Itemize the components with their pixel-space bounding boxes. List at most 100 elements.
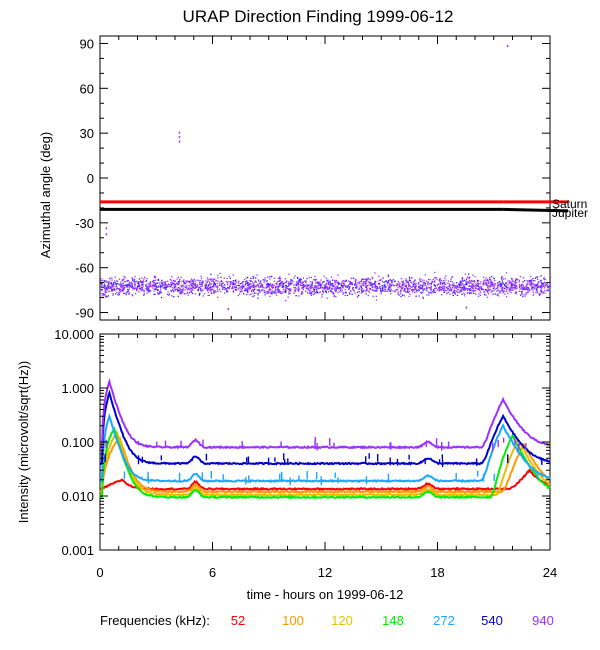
series-spike-272 (316, 472, 318, 479)
azimuth-point (181, 291, 183, 293)
azimuth-point (243, 290, 245, 292)
azimuth-point (419, 279, 421, 281)
azimuth-point (368, 291, 371, 293)
azimuth-point (525, 293, 527, 295)
azimuth-point (248, 284, 250, 286)
azimuth-point (337, 291, 339, 294)
series-spike-540 (389, 457, 391, 466)
azimuth-point (451, 281, 453, 283)
azimuth-point (412, 288, 414, 290)
azimuth-point (412, 281, 415, 283)
azimuth-point (333, 295, 336, 297)
azimuth-point (390, 288, 392, 291)
azimuth-point (138, 291, 140, 293)
azimuth-point (504, 293, 506, 295)
azimuth-point (457, 289, 459, 291)
azimuth-point (398, 282, 400, 284)
azimuth-point (544, 292, 546, 294)
azimuth-point (442, 282, 445, 284)
azimuth-point (402, 282, 404, 284)
azimuth-point (485, 282, 487, 284)
azimuth-point (480, 285, 482, 288)
azimuth-point (289, 290, 291, 292)
azimuth-point (385, 286, 387, 288)
azimuth-point (547, 290, 549, 292)
azimuth-point (295, 284, 297, 287)
azimuth-point (259, 283, 261, 285)
azimuth-point (526, 280, 528, 282)
azimuth-point (171, 276, 173, 278)
azimuth-point (463, 287, 465, 290)
azimuth-point (363, 281, 365, 283)
azimuth-point (520, 292, 523, 294)
azimuth-point (447, 282, 449, 284)
azimuth-point (390, 284, 393, 287)
series-spike-540 (507, 454, 509, 464)
azimuth-point (498, 292, 500, 294)
azimuth-point (501, 278, 503, 280)
azimuth-point (123, 284, 125, 286)
azimuth-point (192, 286, 194, 288)
azimuth-point (200, 287, 202, 289)
azimuth-point (516, 279, 518, 281)
azimuth-point (538, 292, 540, 295)
azimuth-point (302, 292, 304, 294)
azimuth-point (502, 278, 504, 280)
series-spike-272 (281, 471, 283, 481)
azimuth-point (138, 285, 140, 287)
azimuth-point (324, 288, 326, 290)
series-spike-940 (105, 439, 107, 448)
azimuth-point (199, 292, 201, 295)
azimuth-point (502, 291, 504, 294)
azimuth-point (170, 279, 172, 281)
azimuth-point (362, 290, 365, 292)
azimuth-point (285, 286, 287, 289)
azimuth-point (444, 283, 446, 285)
azimuth-point (257, 297, 259, 299)
azimuth-point (328, 287, 331, 289)
azimuth-point (536, 290, 538, 292)
azimuth-point (477, 285, 479, 287)
azimuth-point (141, 281, 143, 283)
azimuth-point (458, 287, 461, 289)
azimuth-point (178, 281, 180, 283)
azimuth-point (119, 289, 121, 291)
azimuth-point (146, 287, 148, 289)
azimuth-point (154, 293, 156, 295)
x-tick-label: 0 (96, 565, 103, 580)
azimuth-point (403, 290, 405, 292)
azimuth-point (242, 284, 244, 286)
azimuth-point (104, 282, 106, 284)
azimuth-point (304, 280, 306, 282)
azimuth-point (127, 284, 129, 286)
azimuth-point (350, 290, 352, 292)
azimuth-point (227, 286, 229, 289)
azimuth-point (174, 284, 177, 286)
azimuth-point (287, 281, 290, 283)
azimuth-point (275, 289, 277, 291)
azimuth-point (418, 287, 420, 289)
azimuth-point (198, 294, 200, 297)
azimuth-point (405, 286, 407, 288)
azimuth-point (490, 276, 493, 278)
azimuth-point (171, 283, 174, 285)
azimuth-point (149, 282, 152, 285)
azimuth-point (298, 280, 300, 282)
azimuth-point (405, 291, 407, 293)
azimuth-point (512, 286, 514, 289)
azimuth-point (164, 286, 166, 289)
azimuth-point (213, 291, 215, 293)
azimuth-outlier-point (178, 140, 181, 143)
azimuth-point (428, 294, 430, 296)
azimuth-point (271, 291, 273, 293)
azimuth-point (388, 287, 390, 289)
azimuth-point (370, 281, 372, 284)
azimuth-point (261, 285, 263, 287)
azimuth-point (419, 278, 421, 280)
azimuth-point (310, 294, 312, 296)
azimuth-point (111, 279, 113, 281)
azimuth-point (188, 281, 191, 283)
azimuth-point (209, 283, 212, 285)
azimuth-outlier-point (105, 227, 108, 230)
